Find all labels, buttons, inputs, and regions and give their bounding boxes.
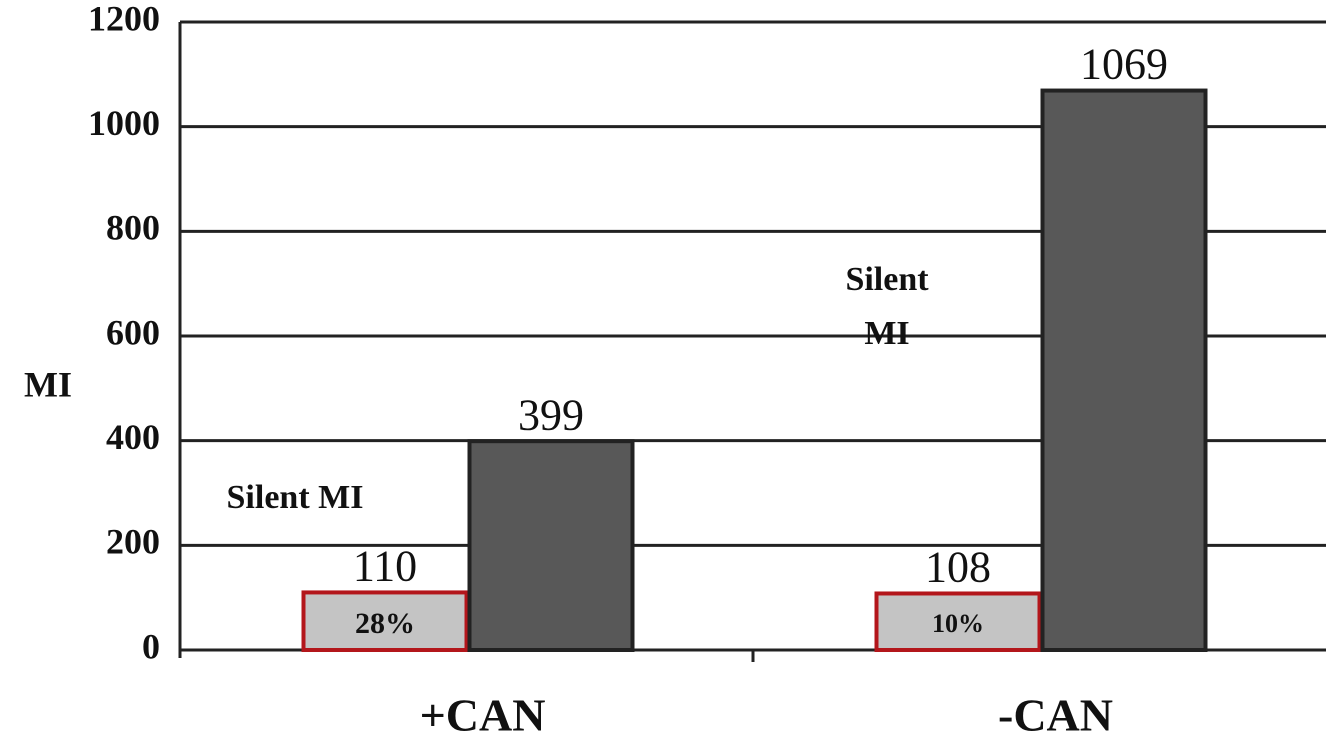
annotation: Silent — [845, 261, 929, 298]
value-label: 108 — [925, 543, 991, 592]
y-tick-label: 400 — [106, 417, 160, 457]
y-tick-label: 0 — [142, 626, 160, 666]
annotation: Silent MI — [227, 479, 364, 516]
bar — [467, 439, 635, 652]
x-tick-label: +CAN — [420, 690, 546, 741]
value-label: 110 — [353, 542, 417, 591]
annotation: MI — [864, 315, 909, 352]
y-tick-label: 1000 — [88, 103, 160, 143]
value-label: 399 — [518, 390, 584, 439]
y-axis-label: MI — [24, 364, 72, 404]
bar — [1040, 88, 1208, 653]
bar — [874, 591, 1042, 652]
bar — [301, 590, 469, 653]
y-tick-label: 600 — [106, 312, 160, 352]
y-tick-label: 1200 — [88, 0, 160, 38]
y-tick-label: 800 — [106, 208, 160, 248]
bar-note: 28% — [355, 607, 415, 640]
x-tick-label: -CAN — [998, 690, 1113, 741]
value-label: 1069 — [1080, 40, 1168, 89]
y-tick-label: 200 — [106, 522, 160, 562]
bar-note: 10% — [932, 609, 984, 638]
